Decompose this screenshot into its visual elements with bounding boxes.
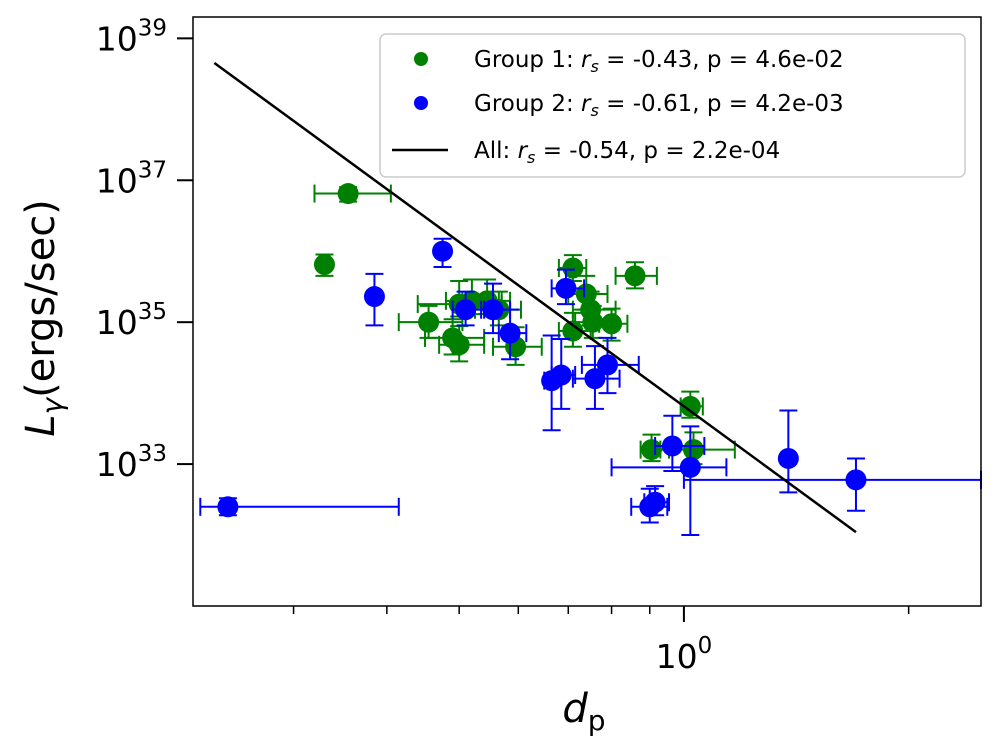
data-point [497, 308, 528, 361]
legend: Group 1: rs = -0.43, p = 4.6e-02 Group 2:… [379, 33, 966, 178]
data-point [614, 261, 658, 290]
marker [562, 257, 584, 279]
axes-frame [192, 16, 982, 607]
marker [448, 334, 470, 356]
marker [624, 265, 646, 287]
data-point [313, 183, 392, 205]
data-point [610, 425, 728, 537]
data-point [363, 272, 385, 327]
marker [777, 447, 799, 469]
marker [845, 469, 867, 491]
marker [482, 299, 504, 321]
x-axis-label: dp [562, 686, 605, 737]
marker [499, 322, 521, 344]
legend-label: All: rs = -0.54, p = 2.2e-04 [474, 138, 780, 167]
y-axis-label: Lγ(ergs/sec) [18, 199, 69, 437]
marker [432, 240, 454, 262]
data-point [432, 237, 454, 268]
marker [683, 439, 705, 461]
marker [679, 456, 701, 478]
data-point [777, 409, 799, 494]
marker [455, 299, 477, 321]
marker [644, 491, 666, 513]
marker [555, 277, 577, 299]
marker [641, 439, 663, 461]
marker [582, 311, 604, 333]
marker [550, 364, 572, 386]
data-point [598, 307, 629, 342]
data-point [654, 414, 706, 472]
plot-content [199, 61, 982, 537]
legend-entry: All: rs = -0.54, p = 2.2e-04 [392, 138, 780, 167]
data-point [571, 345, 621, 410]
marker [661, 435, 683, 457]
marker [363, 286, 385, 308]
marker [596, 354, 618, 376]
legend-marker [414, 96, 428, 110]
y-tick-label: 1039 [96, 15, 167, 58]
data-point [199, 496, 400, 518]
x-axis-ticks: 100 [292, 606, 910, 676]
data-point [550, 337, 577, 410]
y-tick-label: 1033 [96, 441, 167, 484]
marker [313, 253, 335, 275]
marker [584, 368, 606, 390]
marker [217, 496, 239, 518]
marker [601, 313, 623, 335]
marker [418, 311, 440, 333]
fit-line-all [213, 61, 857, 534]
data-point [643, 485, 670, 517]
data-point [313, 253, 335, 277]
data-point [679, 390, 704, 419]
legend-label: Group 1: rs = -0.43, p = 4.6e-02 [474, 47, 844, 76]
data-point [682, 457, 982, 512]
y-tick-label: 1035 [96, 299, 167, 342]
y-tick-label: 1037 [96, 157, 167, 200]
legend-entry: Group 1: rs = -0.43, p = 4.6e-02 [414, 47, 844, 76]
data-point [397, 304, 464, 339]
legend-marker [414, 52, 428, 66]
series-group-2 [199, 237, 982, 537]
data-point [550, 268, 586, 306]
legend-label: Group 2: rs = -0.61, p = 4.2e-03 [474, 91, 844, 120]
marker [337, 183, 359, 205]
legend-entry: Group 2: rs = -0.61, p = 4.2e-03 [414, 91, 844, 120]
y-axis-ticks: 1033 1035 1037 1039 [96, 15, 193, 484]
x-tick-label: 100 [656, 633, 713, 676]
legend-box [379, 33, 966, 178]
marker [679, 395, 701, 417]
marker [562, 320, 584, 342]
